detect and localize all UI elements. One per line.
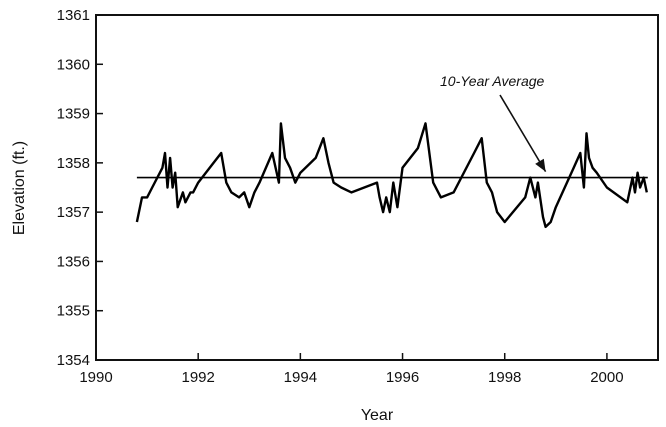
x-tick-label-1998: 1998: [488, 369, 521, 386]
y-tick-label-1359: 1359: [57, 106, 90, 123]
y-tick-label-1355: 1355: [57, 303, 90, 320]
x-axis: 1990 1992 1994 1996 1998 2000: [79, 353, 624, 386]
elevation-line: [135, 122, 648, 229]
annotation-arrowhead: [535, 158, 546, 172]
x-tick-label-1990: 1990: [79, 369, 112, 386]
x-axis-label: Year: [361, 407, 394, 424]
y-tick-label-1357: 1357: [57, 204, 90, 221]
y-tick-label-1356: 1356: [57, 253, 90, 270]
x-tick-label-1994: 1994: [284, 369, 317, 386]
y-axis-label: Elevation (ft.): [11, 141, 28, 235]
series-layer: [135, 122, 648, 229]
y-tick-label-1358: 1358: [57, 155, 90, 172]
annotation: 10-Year Average: [440, 73, 547, 173]
y-tick-label-1360: 1360: [57, 56, 90, 73]
y-tick-label-1361: 1361: [57, 7, 90, 24]
y-tick-label-1354: 1354: [57, 352, 90, 369]
x-tick-label-1992: 1992: [181, 369, 214, 386]
annotation-label: 10-Year Average: [440, 73, 545, 89]
x-tick-label-2000: 2000: [590, 369, 623, 386]
y-axis: 1354 1355 1356 1357 1358 1359 1360 1361: [57, 7, 103, 369]
x-tick-label-1996: 1996: [386, 369, 419, 386]
plot-frame: [95, 14, 659, 361]
annotation-arrow: [499, 94, 547, 173]
